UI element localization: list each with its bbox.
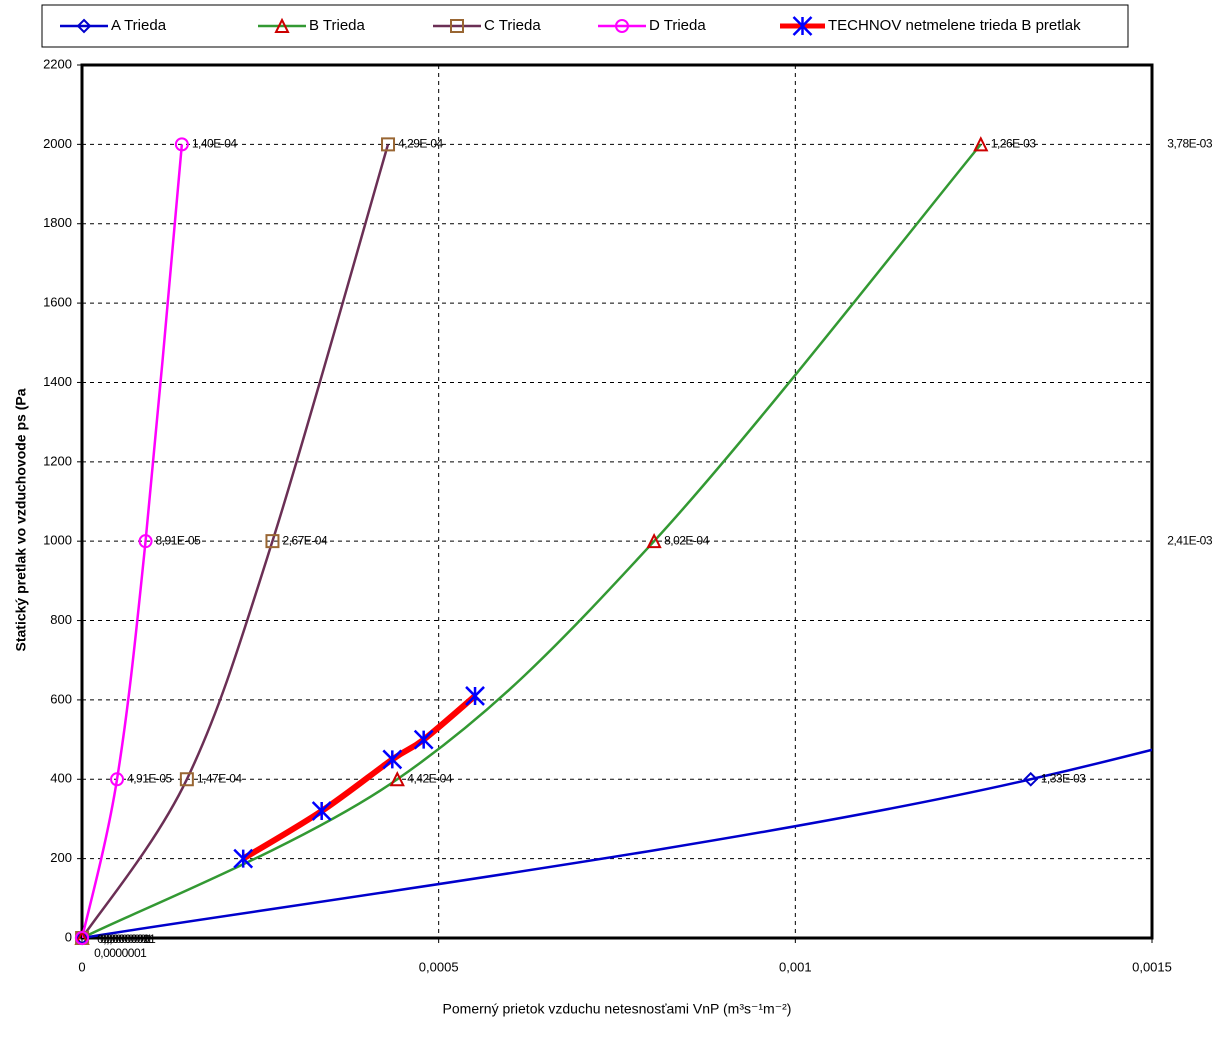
data-label: 0,0000001 [97, 932, 150, 946]
data-point [179, 772, 194, 787]
x-tick-label: 0,001 [779, 959, 812, 974]
y-tick-label: 1800 [43, 215, 72, 230]
data-point [233, 848, 254, 869]
x-tick-label: 0 [78, 959, 85, 974]
legend-marker [274, 17, 290, 33]
legend-label: D Trieda [649, 17, 706, 34]
data-point [311, 801, 332, 821]
data-label: 3,78E-03 [1167, 137, 1213, 151]
data-point [973, 136, 989, 152]
data-label: 2,67E-04 [282, 533, 328, 547]
data-point [413, 729, 434, 750]
y-tick-label: 1000 [43, 533, 72, 548]
data-label: 8,91E-05 [156, 533, 202, 547]
data-point [465, 686, 485, 706]
data-label: 1,40E-04 [192, 137, 238, 151]
y-tick-label: 400 [50, 771, 72, 786]
series-line [82, 144, 184, 938]
data-label: 1,47E-04 [197, 771, 243, 785]
data-point [389, 771, 405, 787]
data-point [382, 749, 403, 770]
data-point [75, 931, 90, 945]
data-point [138, 534, 153, 549]
data-label: 8,02E-04 [664, 533, 710, 547]
data-point [265, 534, 280, 549]
series-line [82, 748, 1152, 938]
data-point [1023, 771, 1039, 787]
y-tick-label: 800 [50, 612, 72, 627]
data-label: 4,29E-04 [398, 137, 444, 151]
data-label: 0,0000001 [94, 946, 147, 960]
y-tick-label: 0 [65, 929, 72, 944]
data-point [646, 532, 662, 549]
data-point [174, 137, 189, 152]
data-point [110, 772, 125, 787]
legend-marker [792, 16, 813, 36]
legend-label: A Trieda [111, 17, 167, 34]
y-tick-label: 600 [50, 691, 72, 706]
legend-marker [450, 19, 464, 33]
data-label: 1,33E-03 [1041, 771, 1087, 785]
data-label: 4,42E-04 [407, 771, 453, 785]
y-tick-label: 1200 [43, 453, 72, 468]
series-line [82, 144, 390, 938]
legend-label: B Trieda [309, 17, 366, 34]
data-label: 4,91E-05 [127, 771, 173, 785]
y-tick-label: 200 [50, 850, 72, 865]
series-line [82, 143, 982, 938]
data-label: 2,41E-03 [1167, 533, 1213, 547]
x-tick-label: 0,0005 [419, 959, 459, 974]
legend-marker [76, 18, 92, 34]
y-axis-title: Statický pretlak vo vzduchovode ps (Pa [13, 388, 29, 651]
x-axis-title: Pomerný prietok vzduchu netesnosťami VnP… [443, 1001, 792, 1017]
plot-border [80, 63, 1154, 940]
data-label: 0,0000001 [103, 932, 156, 946]
data-point [381, 137, 396, 152]
y-tick-label: 1400 [43, 374, 72, 389]
data-label: 1,26E-03 [991, 137, 1037, 151]
y-tick-label: 2000 [43, 136, 72, 151]
y-tick-label: 1600 [43, 295, 72, 310]
x-tick-label: 0,0015 [1132, 959, 1172, 974]
plot-area [82, 143, 1152, 938]
legend-label: TECHNOV netmelene trieda B pretlak [828, 17, 1081, 34]
legend-marker [615, 19, 630, 33]
y-tick-label: 2200 [43, 56, 72, 71]
legend-box [41, 4, 1129, 48]
legend-label: C Trieda [484, 17, 541, 34]
data-label: 0,0000001 [100, 932, 153, 946]
